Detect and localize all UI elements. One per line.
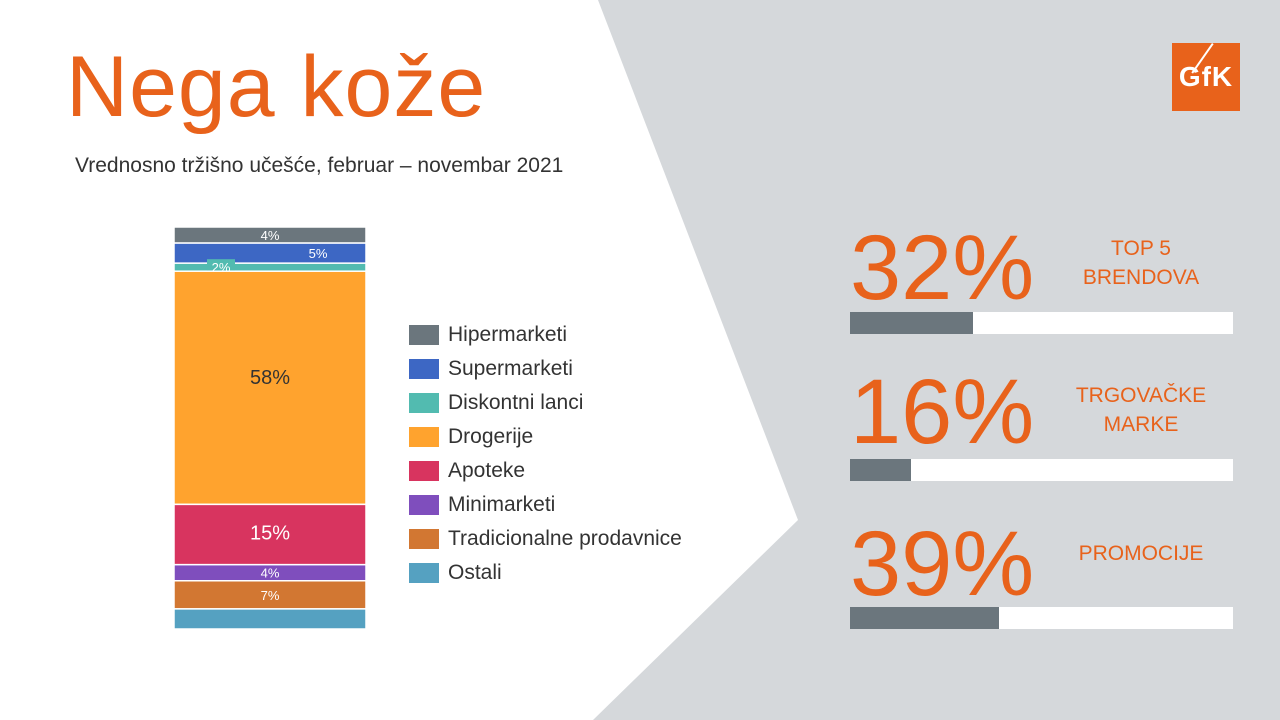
kpi-value: 39% (850, 513, 1035, 615)
kpi-label: TRGOVAČKE MARKE (1075, 384, 1207, 436)
data-label-4: 15% (250, 523, 290, 545)
legend-item: Apoteke (409, 454, 682, 488)
page-title: Nega kože (66, 39, 487, 135)
legend-swatch (409, 359, 439, 379)
legend-swatch (409, 325, 439, 345)
legend-swatch (409, 495, 439, 515)
bar-segment-6 (173, 580, 367, 610)
legend-item: Minimarketi (409, 488, 682, 522)
kpi-label: TOP 5 BRENDOVA (1082, 237, 1200, 289)
bar-segment-1 (173, 242, 367, 264)
kpi-progress-fill (850, 312, 973, 334)
data-label-1: 5% (309, 246, 328, 261)
legend-label: Hipermarketi (448, 323, 568, 346)
kpi-progress-track (850, 459, 1233, 481)
kpi-progress-fill (850, 459, 912, 481)
legend-item: Tradicionalne prodavnice (409, 522, 682, 556)
legend-swatch (409, 529, 439, 549)
chart-legend: Hipermarketi Supermarketi Diskontni lanci D… (409, 318, 682, 590)
bar-segment-7 (173, 608, 367, 630)
data-label-6: 7% (261, 588, 280, 603)
stacked-bar-chart: 4%5%2%58%15%4%7% (173, 226, 367, 630)
page-subtitle: Vrednosno tržišno učešće, februar – nove… (75, 154, 564, 177)
legend-item: Diskontni lanci (409, 386, 682, 420)
bar-segment-2 (173, 262, 367, 272)
legend-item: Ostali (409, 556, 682, 590)
gfk-logo: GfK (1172, 43, 1240, 111)
grey-chevron-panel (593, 0, 1280, 720)
legend-label: Diskontni lanci (448, 391, 584, 414)
legend-swatch (409, 563, 439, 583)
logo-text: GfK (1178, 61, 1234, 92)
kpi-progress-fill (850, 607, 1000, 629)
legend-label: Minimarketi (448, 493, 556, 516)
data-label-3: 58% (250, 367, 290, 389)
legend-label: Apoteke (448, 459, 526, 482)
kpi-value: 32% (850, 217, 1035, 319)
legend-item: Supermarketi (409, 352, 682, 386)
kpi-label: PROMOCIJE (1078, 542, 1204, 565)
legend-item: Hipermarketi (409, 318, 682, 352)
legend-label: Tradicionalne prodavnice (448, 527, 682, 550)
kpi-progress-track (850, 312, 1233, 334)
legend-label: Supermarketi (448, 357, 573, 380)
kpi-value: 16% (850, 361, 1035, 463)
legend-item: Drogerije (409, 420, 682, 454)
data-label-5: 4% (261, 566, 280, 581)
legend-swatch (409, 461, 439, 481)
legend-label: Drogerije (448, 425, 534, 448)
legend-label: Ostali (448, 561, 502, 584)
kpi-progress-track (850, 607, 1233, 629)
data-label-0: 4% (261, 228, 280, 243)
legend-swatch (409, 427, 439, 447)
legend-swatch (409, 393, 439, 413)
